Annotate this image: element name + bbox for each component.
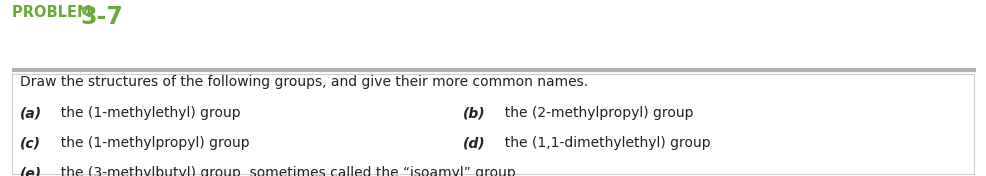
Text: (d): (d) [463, 136, 486, 150]
Text: the (3-methylbutyl) group, sometimes called the “isoamyl” group: the (3-methylbutyl) group, sometimes cal… [52, 166, 516, 176]
Text: Draw the structures of the following groups, and give their more common names.: Draw the structures of the following gro… [20, 75, 588, 89]
Text: the (1,1-dimethylethyl) group: the (1,1-dimethylethyl) group [496, 136, 711, 150]
Text: (e): (e) [20, 166, 41, 176]
Text: (b): (b) [463, 106, 486, 121]
Text: (a): (a) [20, 106, 41, 121]
Text: (c): (c) [20, 136, 40, 150]
Text: the (2-methylpropyl) group: the (2-methylpropyl) group [496, 106, 693, 121]
Text: 3-7: 3-7 [81, 5, 123, 29]
Text: PROBLEM: PROBLEM [12, 5, 97, 20]
Text: the (1-methylpropyl) group: the (1-methylpropyl) group [52, 136, 249, 150]
Text: the (1-methylethyl) group: the (1-methylethyl) group [52, 106, 241, 121]
FancyBboxPatch shape [12, 74, 974, 174]
